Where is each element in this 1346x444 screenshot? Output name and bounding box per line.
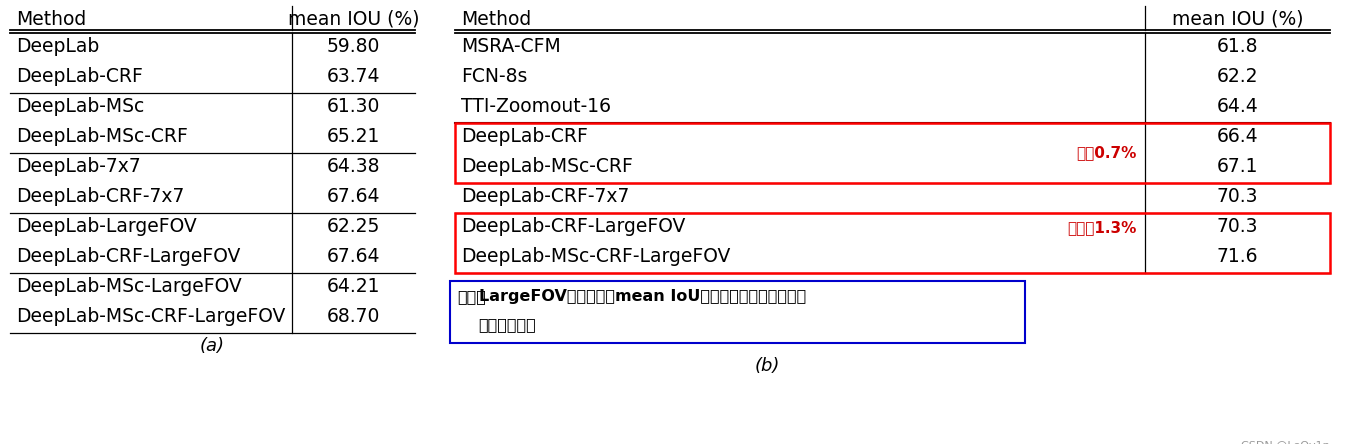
Text: 61.8: 61.8 [1217,37,1259,56]
Text: MSRA-CFM: MSRA-CFM [460,37,561,56]
Text: 提升了1.3%: 提升了1.3% [1067,221,1137,235]
Text: 64.21: 64.21 [327,277,381,296]
Text: DeepLab-MSc-CRF-LargeFOV: DeepLab-MSc-CRF-LargeFOV [460,247,731,266]
Bar [455,123,1330,183]
Text: 62.2: 62.2 [1217,67,1259,86]
Bar [455,213,1330,273]
Text: DeepLab-CRF-LargeFOV: DeepLab-CRF-LargeFOV [460,217,685,236]
Text: 70.3: 70.3 [1217,217,1259,236]
Text: 61.30: 61.30 [327,97,380,116]
Text: 71.6: 71.6 [1217,247,1259,266]
Text: DeepLab: DeepLab [16,37,100,56]
Text: TTI-Zoomout-16: TTI-Zoomout-16 [460,97,611,116]
Text: DeepLab-MSc-CRF: DeepLab-MSc-CRF [460,157,633,176]
Text: mean IOU (%): mean IOU (%) [288,10,419,29]
Text: DeepLab-MSc-CRF: DeepLab-MSc-CRF [16,127,188,146]
Text: Method: Method [460,10,532,29]
Text: LargeFOV并不会减少mean IoU，它只会减少训练参数，: LargeFOV并不会减少mean IoU，它只会减少训练参数， [479,289,806,304]
Text: 67.64: 67.64 [327,187,381,206]
Text: DeepLab-CRF-7x7: DeepLab-CRF-7x7 [460,187,630,206]
Text: (a): (a) [201,337,225,355]
Text: 67.1: 67.1 [1217,157,1259,176]
Text: Method: Method [16,10,86,29]
Text: 67.64: 67.64 [327,247,381,266]
Text: DeepLab-CRF: DeepLab-CRF [460,127,588,146]
Text: FCN-8s: FCN-8s [460,67,528,86]
Text: DeepLab-LargeFOV: DeepLab-LargeFOV [16,217,197,236]
Text: DeepLab-CRF-7x7: DeepLab-CRF-7x7 [16,187,184,206]
Text: 62.25: 62.25 [327,217,380,236]
Text: 65.21: 65.21 [327,127,380,146]
Text: 68.70: 68.70 [327,307,380,326]
Text: 63.74: 63.74 [327,67,381,86]
Text: mean IOU (%): mean IOU (%) [1172,10,1303,29]
Text: DeepLab-MSc-CRF-LargeFOV: DeepLab-MSc-CRF-LargeFOV [16,307,285,326]
Text: 59.80: 59.80 [327,37,380,56]
Bar [450,281,1026,343]
Text: 64.38: 64.38 [327,157,381,176]
Text: DeepLab-MSc: DeepLab-MSc [16,97,144,116]
Text: CSDN @LeOv1n: CSDN @LeOv1n [1241,440,1330,444]
Text: (b): (b) [755,357,781,375]
Text: DeepLab-CRF: DeepLab-CRF [16,67,143,86]
Text: DeepLab-CRF-LargeFOV: DeepLab-CRF-LargeFOV [16,247,241,266]
Text: 提切0.7%: 提切0.7% [1077,146,1137,160]
Text: 64.4: 64.4 [1217,97,1259,116]
Text: 增加模型速度: 增加模型速度 [479,317,536,332]
Text: DeepLab-7x7: DeepLab-7x7 [16,157,141,176]
Text: 66.4: 66.4 [1217,127,1259,146]
Text: DeepLab-MSc-LargeFOV: DeepLab-MSc-LargeFOV [16,277,242,296]
Text: 注意：: 注意： [458,289,486,304]
Text: 70.3: 70.3 [1217,187,1259,206]
